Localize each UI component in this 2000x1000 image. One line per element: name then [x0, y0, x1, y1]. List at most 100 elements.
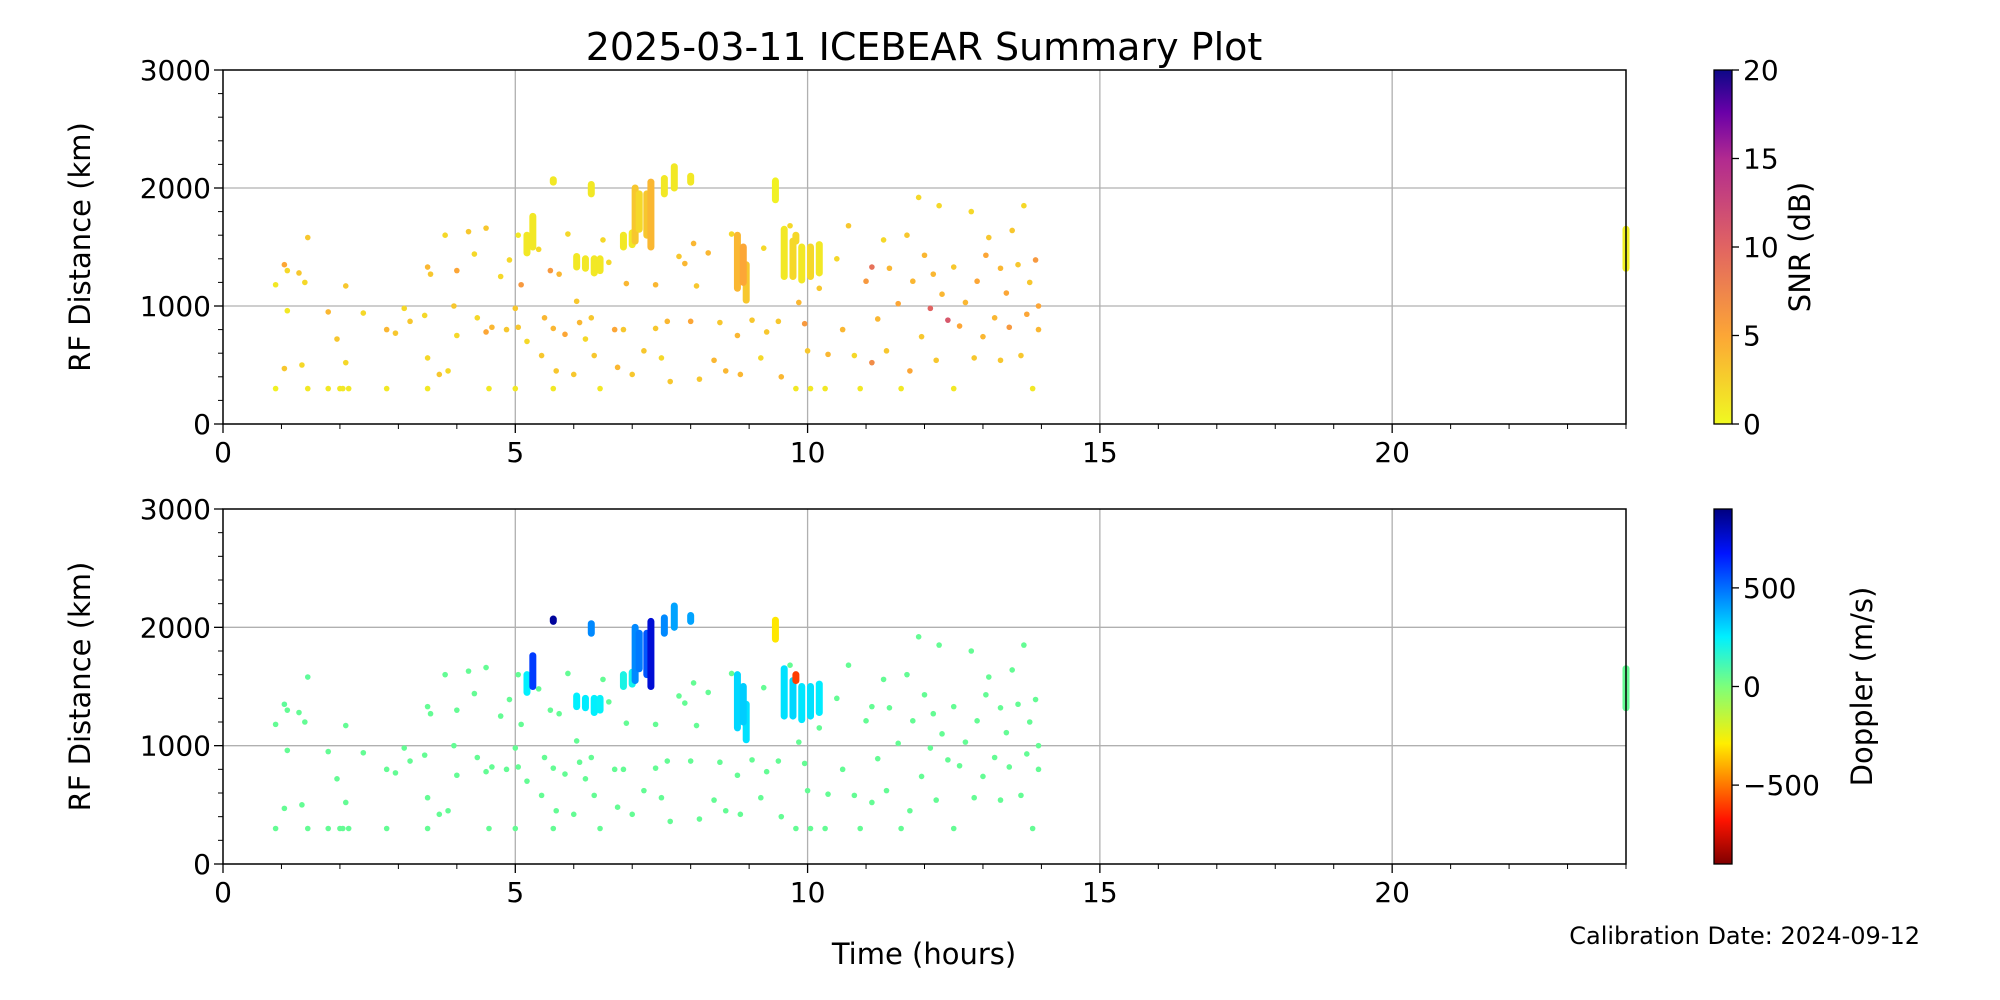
data-point: [930, 710, 937, 717]
colorbar-label: SNR (dB): [1783, 182, 1817, 312]
data-point: [971, 794, 977, 801]
data-point: [623, 720, 630, 726]
x-tick-label: 10: [790, 436, 826, 469]
data-point: [1015, 261, 1021, 268]
data-point: [801, 320, 808, 327]
data-point: [272, 721, 279, 728]
data-point: [950, 385, 957, 392]
colorbar-doppler: −500 0 500 Doppler (m/s): [1713, 508, 1879, 865]
data-point: [825, 791, 831, 797]
data-point: [652, 281, 659, 288]
data-point: [834, 255, 840, 262]
data-point: [454, 332, 460, 339]
data-point: [851, 792, 858, 799]
data-point: [641, 787, 647, 794]
data-point: [424, 825, 431, 832]
data-point: [489, 764, 495, 770]
y-axis-label: RF Distance (km): [63, 562, 97, 812]
data-point: [749, 757, 755, 763]
data-point: [807, 385, 814, 392]
colorbar-label: Doppler (m/s): [1845, 587, 1879, 787]
data-point: [667, 378, 674, 385]
data-point: [407, 758, 413, 764]
data-point: [921, 252, 928, 259]
data-point: [676, 253, 682, 260]
data-point: [614, 364, 621, 371]
x-tick-label: 5: [506, 436, 524, 469]
data-point: [272, 385, 279, 392]
data-point: [304, 234, 311, 241]
data-point: [486, 385, 492, 392]
data-point: [793, 385, 799, 392]
data-point: [711, 357, 717, 364]
data-point: [734, 332, 741, 339]
y-tick-label: 1000: [140, 290, 211, 323]
data-point: [664, 758, 671, 764]
data-point: [971, 355, 977, 361]
data-point: [565, 231, 571, 237]
data-point: [991, 754, 998, 761]
data-point: [325, 825, 332, 832]
data-point: [880, 237, 887, 243]
data-point: [930, 271, 937, 277]
data-point: [1009, 227, 1015, 234]
data-point: [822, 385, 828, 392]
data-point: [284, 307, 291, 314]
data-point: [325, 748, 332, 755]
colorbar-snr: 0 5 10 15 20 SNR (dB): [1713, 54, 1817, 441]
data-point: [424, 264, 431, 270]
data-point: [652, 765, 659, 771]
data-point: [787, 662, 793, 668]
data-point: [553, 807, 560, 814]
data-point: [863, 718, 869, 724]
data-point: [629, 811, 636, 818]
data-point: [503, 766, 510, 773]
data-point: [763, 768, 770, 775]
data-point: [839, 766, 846, 773]
x-tick-label: 0: [214, 876, 232, 909]
data-point: [763, 329, 770, 335]
data-point: [424, 385, 431, 392]
data-point: [284, 707, 291, 713]
data-point: [427, 271, 434, 277]
data-point: [696, 376, 703, 382]
data-point: [535, 686, 542, 692]
data-point: [722, 368, 729, 374]
data-point: [793, 825, 799, 832]
axes-frame: [222, 508, 1627, 865]
data-point: [342, 359, 349, 366]
data-point: [436, 811, 443, 818]
data-point: [883, 348, 890, 354]
data-point: [512, 745, 519, 751]
data-point: [299, 802, 305, 808]
data-point: [705, 689, 712, 696]
data-point: [550, 325, 557, 332]
data-point: [796, 299, 802, 306]
x-tick-label: 15: [1082, 876, 1118, 909]
data-point: [550, 385, 557, 392]
data-point: [524, 778, 530, 784]
data-point: [950, 825, 957, 832]
data-point: [284, 267, 291, 274]
data-point: [682, 260, 688, 267]
data-point: [717, 319, 723, 326]
axes-frame: [222, 69, 1627, 425]
data-point: [895, 300, 901, 307]
data-point: [383, 326, 390, 333]
data-point: [968, 208, 975, 215]
data-point: [296, 270, 302, 276]
colorbar-tick-label: 10: [1743, 231, 1779, 264]
data-point: [454, 707, 460, 713]
data-point: [360, 749, 367, 756]
data-point: [778, 813, 785, 820]
x-tick-label: 10: [790, 876, 826, 909]
data-point: [997, 705, 1004, 711]
data-point: [936, 642, 942, 648]
data-point: [606, 699, 612, 705]
data-point: [851, 352, 858, 359]
data-point: [515, 671, 522, 678]
data-point: [299, 362, 305, 368]
data-point: [968, 648, 975, 654]
data-point: [915, 194, 922, 201]
data-point: [342, 722, 349, 729]
